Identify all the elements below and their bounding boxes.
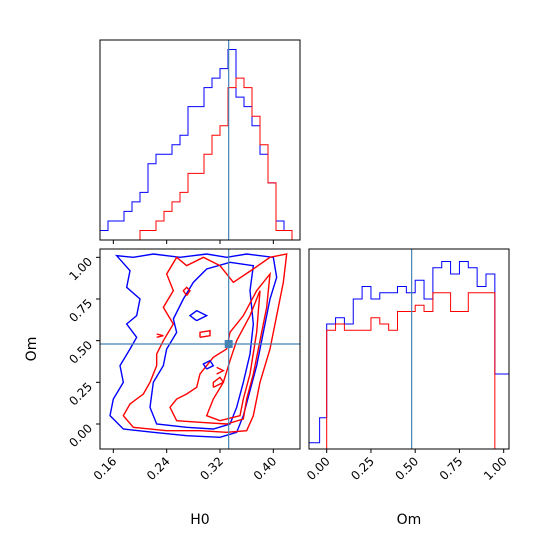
h0-histogram-series [99, 49, 300, 241]
h0-axis-label: H0 [190, 512, 209, 528]
contour-series-2-level-1 [122, 253, 288, 434]
om-histogram-series-1-step [308, 261, 510, 449]
contour-island-1 [156, 333, 164, 339]
om-histogram-series [308, 261, 510, 450]
contour-island-3 [199, 329, 211, 339]
h0-histogram-ticks [112, 240, 274, 244]
contour-island-7 [202, 359, 215, 370]
h0-histogram-panel [99, 39, 301, 244]
contour-island-5 [216, 366, 225, 375]
om-histogram-axis-label: Om [397, 512, 422, 528]
contour-series-1-level-1 [109, 253, 278, 439]
h0-histogram-series-2-step [100, 77, 300, 241]
contour-truth-marker [224, 340, 233, 348]
contour-frame [99, 248, 301, 450]
om-histogram-series-2-step [309, 292, 509, 450]
om-axis-label: Om [24, 337, 40, 362]
contour-island-4 [212, 376, 225, 388]
contour-island-6 [188, 309, 209, 322]
contour-island-2 [182, 286, 191, 297]
om-histogram-frame [308, 248, 510, 450]
contour-series-2-level-2 [169, 271, 271, 425]
h0-histogram-frame [99, 39, 301, 241]
